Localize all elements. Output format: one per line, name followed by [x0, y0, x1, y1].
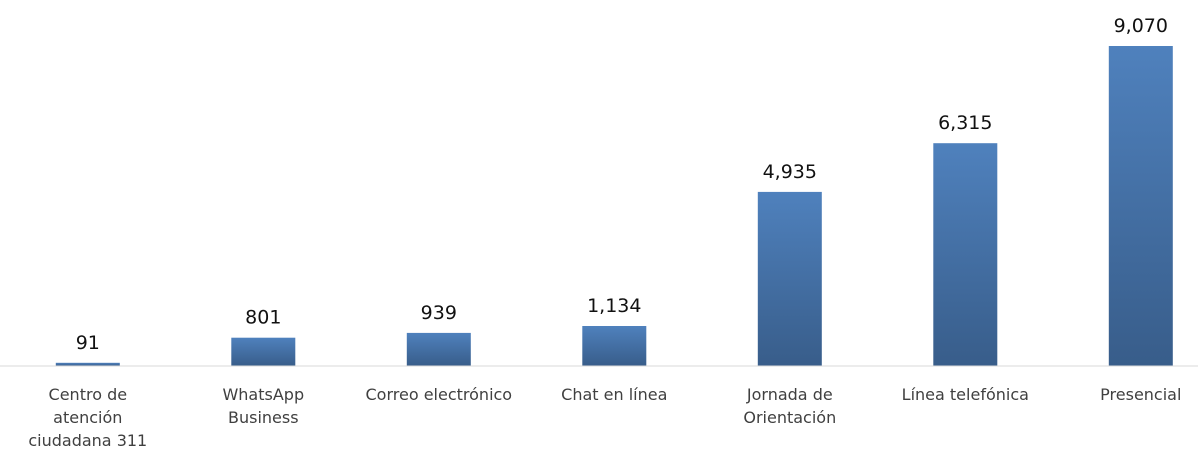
category-label-line: Chat en línea — [561, 385, 667, 404]
category-label-line: Business — [228, 408, 299, 427]
data-label-2: 939 — [421, 302, 457, 324]
category-label-0: Centro de atención ciudadana 311 — [28, 385, 147, 450]
category-label-1: WhatsApp Business — [222, 385, 304, 427]
bars-layer — [55, 46, 1173, 366]
data-label-5: 6,315 — [938, 112, 992, 134]
category-label-5: Línea telefónica — [902, 385, 1029, 404]
category-label-line: Correo electrónico — [366, 385, 513, 404]
data-label-6: 9,070 — [1114, 15, 1168, 37]
bar-5 — [933, 143, 998, 366]
category-label-line: Jornada de — [746, 385, 833, 404]
category-labels-layer: Centro de atención ciudadana 311 WhatsApp Bu… — [28, 385, 1181, 450]
category-label-4: Jornada de Orientación — [743, 385, 836, 427]
category-label-line: ciudadana 311 — [28, 431, 147, 450]
bar-3 — [582, 326, 647, 366]
bar-4 — [757, 191, 822, 366]
category-label-line: Orientación — [743, 408, 836, 427]
data-label-1: 801 — [245, 307, 281, 329]
category-label-line: Centro de — [49, 385, 128, 404]
category-label-line: Presencial — [1100, 385, 1181, 404]
data-label-3: 1,134 — [587, 295, 641, 317]
category-label-line: Línea telefónica — [902, 385, 1029, 404]
bar-0 — [55, 362, 120, 366]
category-label-6: Presencial — [1100, 385, 1181, 404]
category-label-3: Chat en línea — [561, 385, 667, 404]
bar-1 — [231, 337, 296, 366]
bar-2 — [406, 332, 471, 366]
value-labels-layer: 91 801 939 1,134 4,935 6,315 9,070 — [76, 15, 1168, 354]
category-label-line: atención — [53, 408, 122, 427]
data-label-4: 4,935 — [763, 161, 817, 183]
category-label-2: Correo electrónico — [366, 385, 513, 404]
category-label-line: WhatsApp — [222, 385, 304, 404]
bar-6 — [1108, 46, 1173, 366]
data-label-0: 91 — [76, 332, 100, 354]
